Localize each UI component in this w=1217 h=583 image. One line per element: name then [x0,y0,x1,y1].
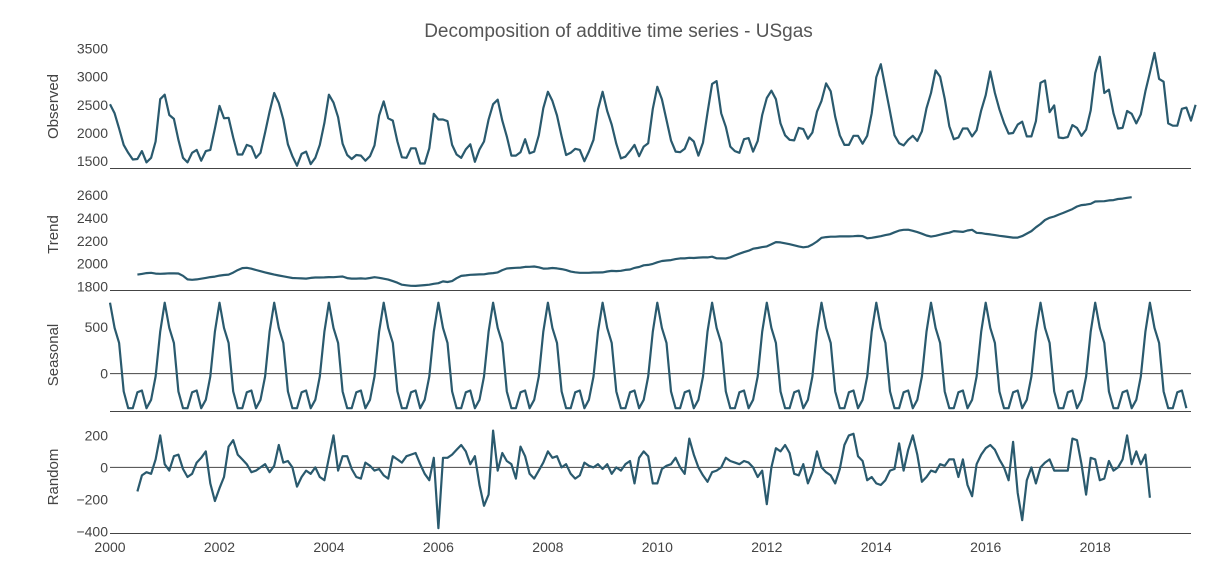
random-ytick-label: −200 [76,491,108,507]
observed-ytick-label: 3000 [77,69,108,85]
random-ytick-label: 200 [85,427,109,443]
random-series-line [136,429,1151,530]
x-tick-label: 2016 [970,539,1001,555]
chart-title: Decomposition of additive time series - … [424,21,813,42]
random-ylabel: Random [45,449,62,506]
x-tick-label: 2018 [1080,539,1111,555]
seasonal-series-line [108,301,1188,410]
x-tick-label: 2012 [751,539,782,555]
trend-ytick-label: 2600 [77,187,108,203]
random-ytick-label: 0 [100,459,108,475]
seasonal-ytick-label: 500 [85,319,109,335]
x-tick-label: 2010 [642,539,673,555]
observed-ylabel: Observed [45,74,62,139]
trend-ytick-label: 2000 [77,256,108,272]
seasonal-ylabel: Seasonal [45,324,62,387]
observed-ytick-label: 1500 [77,153,108,169]
x-tick-label: 2004 [313,539,344,555]
seasonal-ytick-label: 0 [100,366,108,382]
x-tick-label: 2014 [861,539,892,555]
trend-ylabel: Trend [45,215,62,254]
observed-ytick-label: 2000 [77,125,108,141]
trend-ytick-label: 2400 [77,210,108,226]
observed-series-line [109,51,1197,167]
trend-ytick-label: 2200 [77,233,108,249]
trend-ytick-label: 1800 [77,279,108,295]
x-tick-label: 2000 [94,539,125,555]
x-tick-label: 2006 [423,539,454,555]
x-tick-label: 2002 [204,539,235,555]
trend-series-line [137,196,1132,287]
observed-ytick-label: 3500 [77,40,108,56]
random-ytick-label: −400 [76,523,108,539]
observed-ytick-label: 2500 [77,97,108,113]
x-tick-label: 2008 [532,539,563,555]
